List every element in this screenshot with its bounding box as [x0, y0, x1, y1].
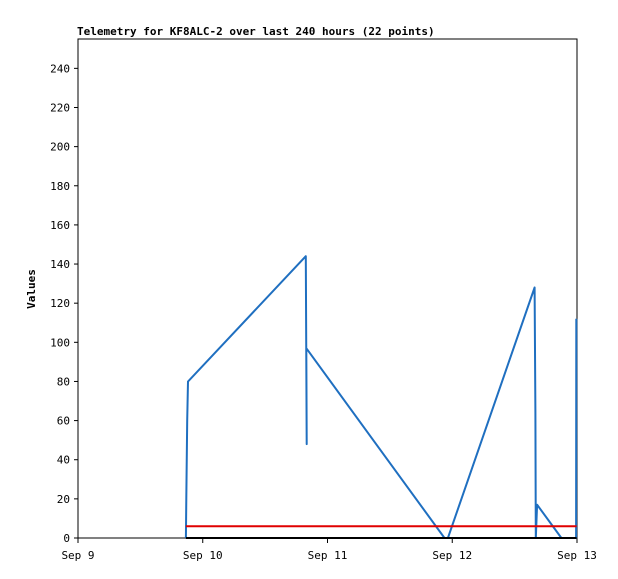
plot-area: [77, 38, 578, 539]
y-tick-label: 120: [50, 297, 70, 310]
y-axis: 0 20 40 60 80 100 120 140 160 180 200 220 240: [50, 62, 78, 545]
x-axis: Sep 9 Sep 10 Sep 11 Sep 12 Sep 13: [61, 538, 597, 562]
y-tick-label: 60: [57, 415, 70, 428]
x-tick-label: Sep 12: [432, 549, 472, 562]
y-tick-label: 0: [63, 532, 70, 545]
y-tick-label: 100: [50, 336, 70, 349]
y-tick-label: 160: [50, 219, 70, 232]
y-tick-label: 180: [50, 180, 70, 193]
x-tick-label: Sep 9: [61, 549, 94, 562]
y-tick-label: 80: [57, 375, 70, 388]
x-tick-label: Sep 11: [308, 549, 348, 562]
y-axis-label: Values: [25, 269, 38, 309]
y-tick-label: 140: [50, 258, 70, 271]
y-tick-label: 220: [50, 101, 70, 114]
x-tick-label: Sep 13: [557, 549, 597, 562]
series-group: [184, 255, 578, 539]
chart-title: Telemetry for KF8ALC-2 over last 240 hou…: [77, 25, 435, 38]
y-tick-label: 240: [50, 62, 70, 75]
y-tick-label: 20: [57, 493, 70, 506]
x-tick-label: Sep 10: [183, 549, 223, 562]
y-tick-label: 40: [57, 454, 70, 467]
y-tick-label: 200: [50, 141, 70, 154]
